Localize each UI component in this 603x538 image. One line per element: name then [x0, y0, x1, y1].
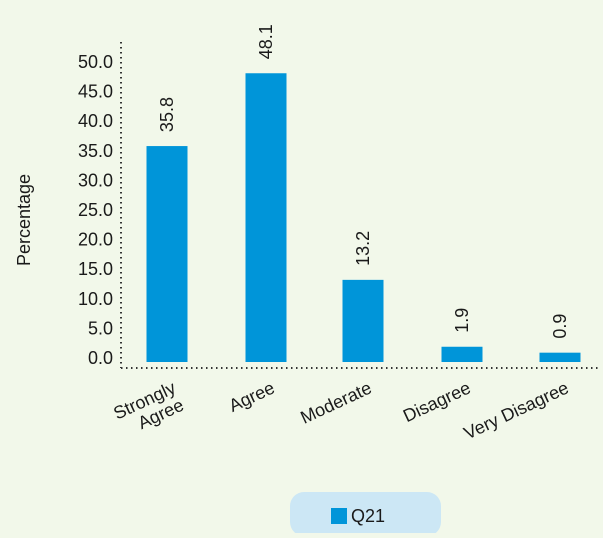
x-tick-label: Very Disagree	[461, 377, 572, 443]
bars	[146, 73, 581, 363]
y-tick-label: 15.0	[78, 259, 113, 279]
x-tick-label: Disagree	[400, 377, 474, 426]
y-axis: 0.0 5.0 10.0 15.0 20.0 25.0 30.0 35.0 40.0 45.0 50…	[78, 42, 122, 368]
data-label: 1.9	[452, 308, 472, 333]
legend-label: Q21	[351, 506, 385, 526]
y-tick-label: 5.0	[88, 318, 113, 338]
x-tick-label-text: Agree	[226, 377, 278, 415]
bar	[441, 346, 483, 362]
y-tick-label: 35.0	[78, 141, 113, 161]
legend-background	[290, 492, 441, 536]
data-label: 48.1	[256, 24, 276, 59]
legend: Q21	[290, 492, 441, 536]
y-tick-label: 20.0	[78, 230, 113, 250]
bar	[539, 352, 581, 362]
x-tick-label-text: Very Disagree	[461, 377, 572, 443]
data-label: 0.9	[550, 314, 570, 339]
data-label: 13.2	[353, 231, 373, 266]
x-tick-label: Moderate	[297, 377, 374, 427]
bar	[146, 146, 188, 362]
x-tick-label-text: StronglyAgree	[110, 377, 186, 440]
y-axis-label: Percentage	[14, 174, 34, 266]
bar	[245, 73, 287, 363]
x-tick-label-text: Disagree	[400, 377, 474, 426]
x-tick-label-text: Moderate	[297, 377, 374, 427]
x-tick-label: StronglyAgree	[110, 377, 186, 440]
x-tick-label-line: Moderate	[297, 377, 374, 427]
data-label: 35.8	[157, 97, 177, 132]
x-tick-label-line: Very Disagree	[461, 377, 572, 443]
y-tick-label: 50.0	[78, 52, 113, 72]
y-tick-label: 40.0	[78, 111, 113, 131]
value-labels: 35.8 48.1 13.2 1.9 0.9	[157, 24, 570, 338]
x-tick-label-line: Agree	[226, 377, 278, 415]
x-tick-label-line: Disagree	[400, 377, 474, 426]
x-tick-label: Agree	[226, 377, 278, 415]
y-tick-label: 0.0	[88, 348, 113, 368]
legend-swatch	[331, 508, 347, 524]
y-tick-label: 30.0	[78, 170, 113, 190]
y-tick-label: 10.0	[78, 289, 113, 309]
bar	[342, 279, 384, 362]
y-tick-label: 25.0	[78, 200, 113, 220]
y-tick-label: 45.0	[78, 82, 113, 102]
